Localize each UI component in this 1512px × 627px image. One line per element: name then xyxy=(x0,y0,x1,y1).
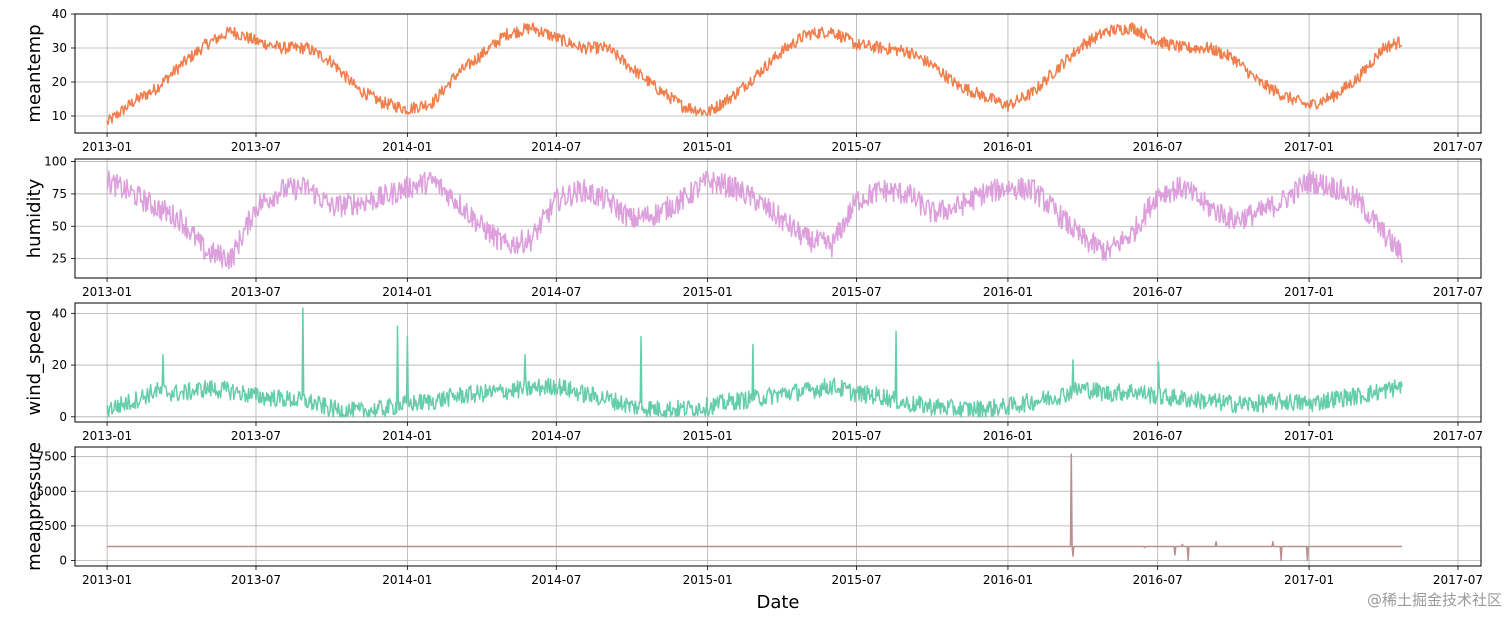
x-tick-label: 2016-07 xyxy=(1133,573,1183,587)
series-line-humidity xyxy=(107,171,1402,269)
axes-frame xyxy=(75,14,1481,133)
x-tick-label: 2014-01 xyxy=(382,140,432,154)
y-tick-label: 20 xyxy=(52,358,67,372)
x-axis-label: Date xyxy=(756,592,799,613)
y-tick-label: 10 xyxy=(52,109,67,123)
y-tick-label: 0 xyxy=(59,553,67,567)
y-tick-label: 0 xyxy=(59,410,67,424)
series-line-meanpressure xyxy=(107,454,1402,560)
x-tick-label: 2013-01 xyxy=(82,429,132,443)
x-tick-label: 2014-01 xyxy=(382,429,432,443)
x-tick-label: 2017-01 xyxy=(1284,140,1334,154)
y-tick-label: 25 xyxy=(52,252,67,266)
x-tick-label: 2013-01 xyxy=(82,285,132,299)
watermark-text: @稀土掘金技术社区 xyxy=(1367,589,1502,610)
x-tick-label: 2013-07 xyxy=(231,429,281,443)
x-tick-label: 2015-07 xyxy=(831,140,881,154)
x-tick-label: 2014-07 xyxy=(531,285,581,299)
y-tick-label: 40 xyxy=(52,306,67,320)
x-tick-label: 2013-07 xyxy=(231,285,281,299)
x-tick-label: 2015-07 xyxy=(831,429,881,443)
x-tick-label: 2017-07 xyxy=(1433,140,1483,154)
x-tick-label: 2017-01 xyxy=(1284,573,1334,587)
subplot-meanpressure: 2013-01 2013-07 2014-01 2014-07 2015-01 2015-… xyxy=(24,442,1483,587)
x-tick-label: 2016-01 xyxy=(983,285,1033,299)
y-tick-label: 40 xyxy=(52,7,67,21)
x-tick-label: 2017-07 xyxy=(1433,285,1483,299)
y-tick-label: 20 xyxy=(52,75,67,89)
x-tick-label: 2015-01 xyxy=(683,140,733,154)
x-tick-label: 2013-01 xyxy=(82,573,132,587)
x-tick-label: 2017-07 xyxy=(1433,573,1483,587)
y-tick-label: 30 xyxy=(52,41,67,55)
subplot-humidity: 2013-01 2013-07 2014-01 2014-07 2015-01 2015-… xyxy=(24,155,1483,299)
y-tick-label: 50 xyxy=(52,219,67,233)
x-tick-label: 2017-07 xyxy=(1433,429,1483,443)
series-line-wind_speed xyxy=(107,308,1402,417)
x-tick-label: 2015-01 xyxy=(683,573,733,587)
x-tick-label: 2017-01 xyxy=(1284,429,1334,443)
x-tick-label: 2013-01 xyxy=(82,140,132,154)
x-tick-label: 2015-01 xyxy=(683,285,733,299)
x-tick-label: 2016-01 xyxy=(983,429,1033,443)
x-tick-label: 2017-01 xyxy=(1284,285,1334,299)
y-axis-label: humidity xyxy=(24,178,45,258)
x-tick-label: 2014-07 xyxy=(531,140,581,154)
axes-frame xyxy=(75,447,1481,566)
x-tick-label: 2014-01 xyxy=(382,573,432,587)
x-tick-label: 2015-07 xyxy=(831,573,881,587)
x-tick-label: 2016-07 xyxy=(1133,429,1183,443)
y-axis-label: wind_speed xyxy=(24,310,45,416)
y-axis-label: meantemp xyxy=(24,24,45,122)
subplot-meantemp: 2013-01 2013-07 2014-01 2014-07 2015-01 2015-… xyxy=(24,7,1483,154)
x-tick-label: 2014-07 xyxy=(531,573,581,587)
x-tick-label: 2014-01 xyxy=(382,285,432,299)
x-tick-label: 2015-01 xyxy=(683,429,733,443)
x-tick-label: 2013-07 xyxy=(231,573,281,587)
series-line-meantemp xyxy=(107,23,1402,125)
x-tick-label: 2013-07 xyxy=(231,140,281,154)
x-tick-label: 2015-07 xyxy=(831,285,881,299)
x-tick-label: 2016-01 xyxy=(983,573,1033,587)
subplot-wind_speed: 2013-01 2013-07 2014-01 2014-07 2015-01 2015-… xyxy=(24,303,1483,443)
y-tick-label: 100 xyxy=(44,155,67,169)
axes-frame xyxy=(75,159,1481,278)
x-tick-label: 2016-07 xyxy=(1133,285,1183,299)
y-tick-label: 75 xyxy=(52,187,67,201)
x-tick-label: 2014-07 xyxy=(531,429,581,443)
x-tick-label: 2016-07 xyxy=(1133,140,1183,154)
y-axis-label: meanpressure xyxy=(24,442,45,571)
x-tick-label: 2016-01 xyxy=(983,140,1033,154)
